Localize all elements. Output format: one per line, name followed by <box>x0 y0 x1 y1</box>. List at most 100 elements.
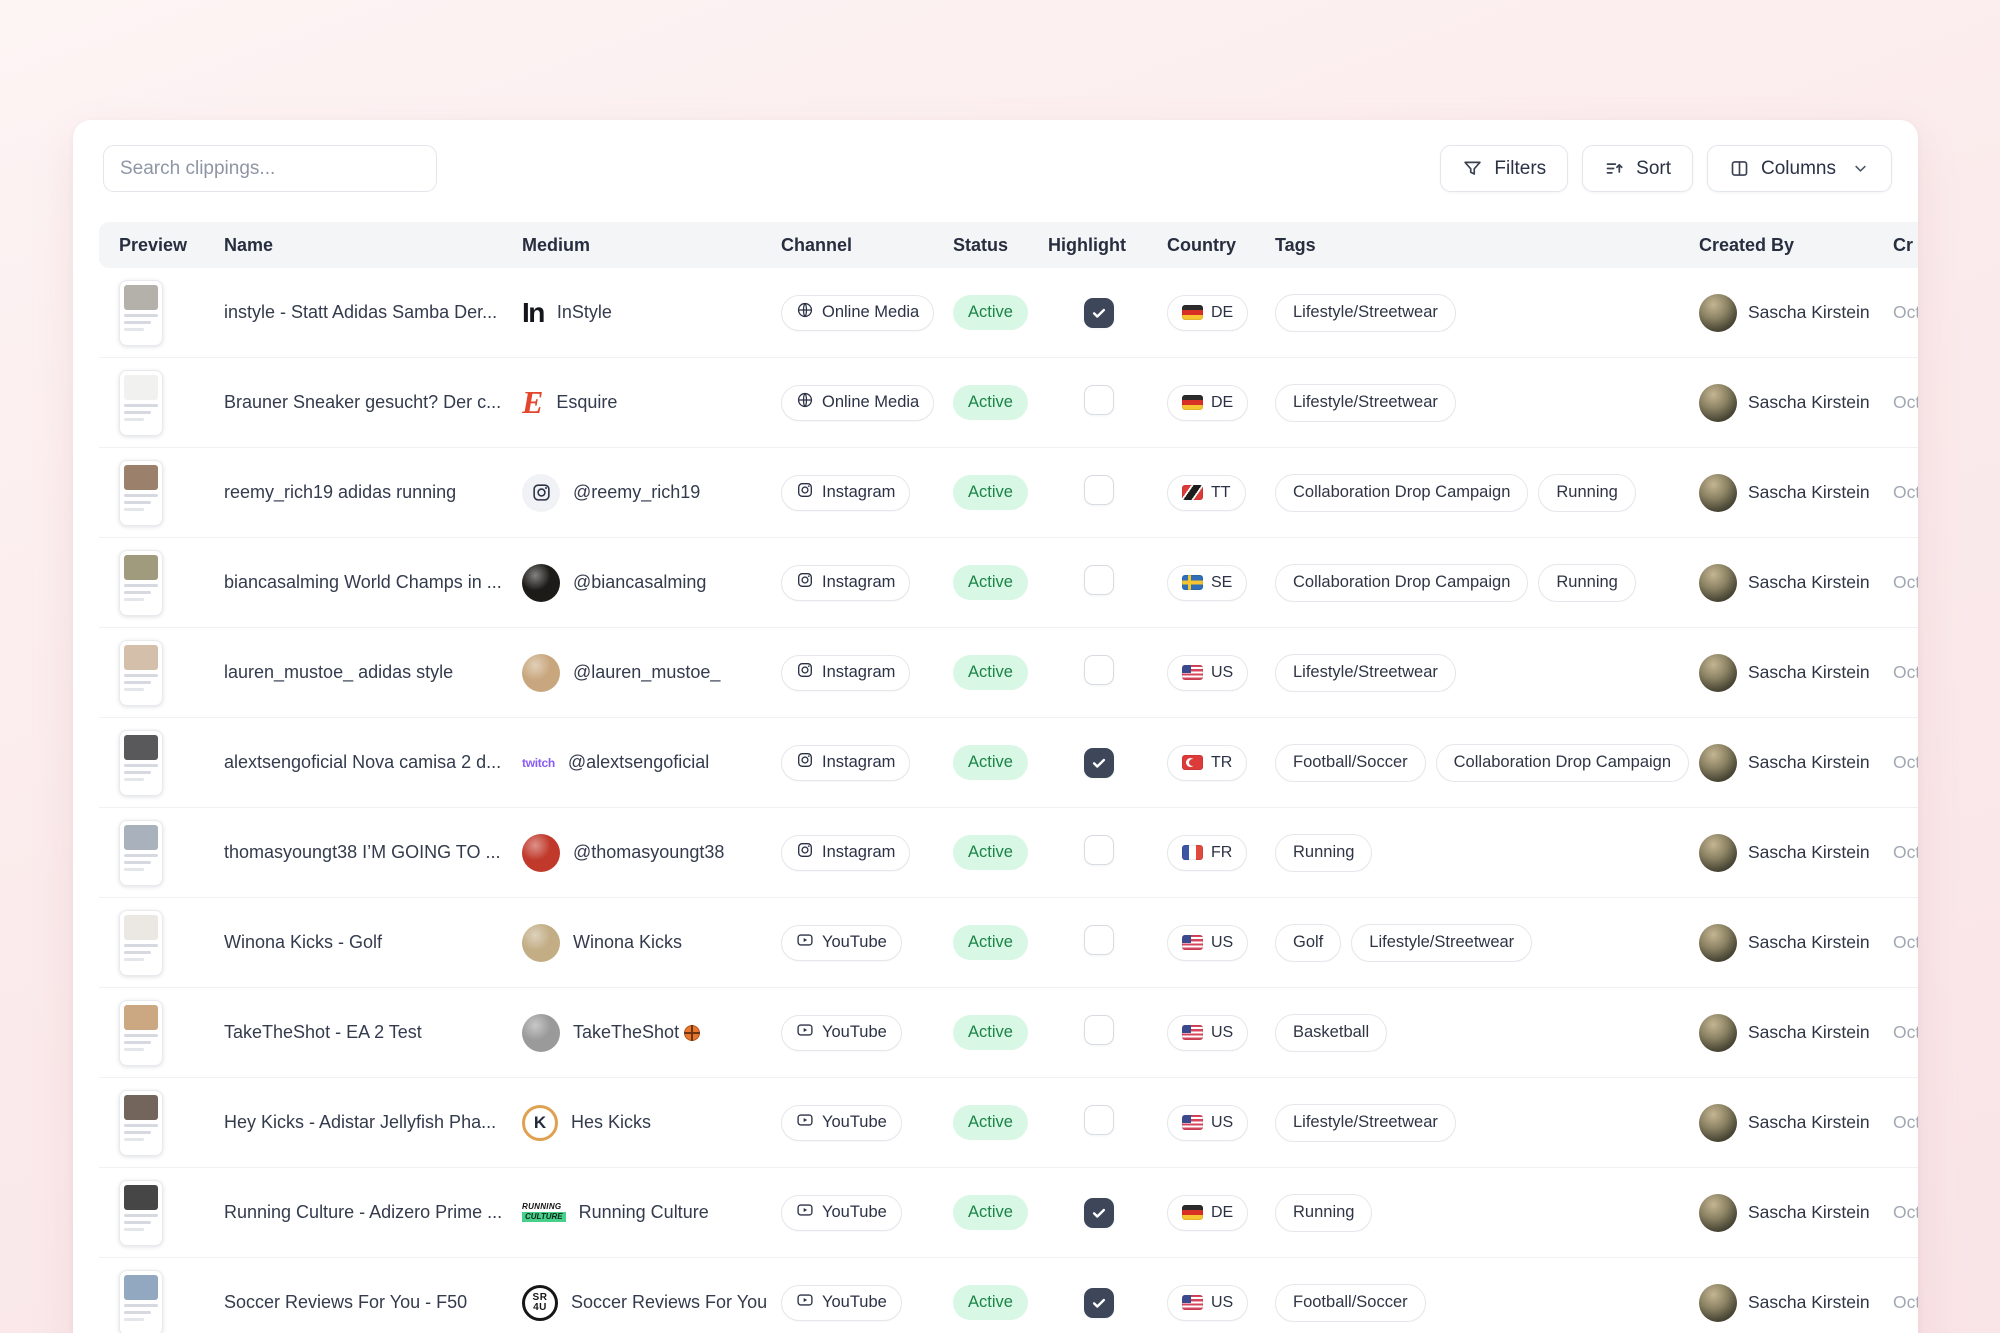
highlight-checkbox[interactable] <box>1084 565 1114 595</box>
table-row[interactable]: thomasyoungt38 I’M GOING TO ... @thomasy… <box>99 808 1918 898</box>
table-row[interactable]: Running Culture - Adizero Prime ... RUNN… <box>99 1168 1918 1258</box>
clipping-name: instyle - Statt Adidas Samba Der... <box>224 302 498 322</box>
country-badge: US <box>1167 1014 1249 1051</box>
tag-pill: Golf <box>1275 923 1342 962</box>
columns-button[interactable]: Columns <box>1707 145 1892 192</box>
highlight-checkbox[interactable] <box>1084 655 1114 685</box>
table-row[interactable]: instyle - Statt Adidas Samba Der... In I… <box>99 268 1918 358</box>
creator-avatar <box>1699 923 1737 962</box>
highlight-checkbox[interactable] <box>1084 1197 1114 1228</box>
preview-thumbnail[interactable] <box>119 819 163 886</box>
preview-image <box>124 1094 158 1121</box>
created-date: Oct <box>1893 482 1918 502</box>
highlight-checkbox[interactable] <box>1084 1105 1114 1135</box>
highlight-checkbox[interactable] <box>1084 1287 1114 1318</box>
highlight-checkbox[interactable] <box>1084 1015 1114 1045</box>
country-badge: SE <box>1167 564 1248 601</box>
sort-button[interactable]: Sort <box>1582 145 1694 192</box>
avatar-icon <box>522 1013 560 1052</box>
table-row[interactable]: alextsengoficial Nova camisa 2 d... twit… <box>99 718 1918 808</box>
tags-cell: Lifestyle/Streetwear <box>1275 653 1699 692</box>
table-row[interactable]: Soccer Reviews For You - F50 SR 4U Soccer… <box>99 1258 1918 1333</box>
tag-pill: Running <box>1275 833 1373 872</box>
status-badge: Active <box>953 565 1028 600</box>
medium-name: Running Culture <box>578 1202 709 1222</box>
column-header-name[interactable]: Name <box>224 234 274 255</box>
medium-name: TakeTheShot <box>573 1022 701 1043</box>
tags-cell: Lifestyle/Streetwear <box>1275 383 1699 422</box>
column-header-highlight[interactable]: Highlight <box>1048 234 1126 255</box>
tags-cell: Lifestyle/Streetwear <box>1275 293 1699 332</box>
preview-thumbnail[interactable] <box>119 369 163 436</box>
tag-pill: Running <box>1538 563 1636 602</box>
table-row[interactable]: Brauner Sneaker gesucht? Der c... E Esqu… <box>99 358 1918 448</box>
table-row[interactable]: Hey Kicks - Adistar Jellyfish Pha... K H… <box>99 1078 1918 1168</box>
table-row[interactable]: Winona Kicks - Golf Winona Kicks YouTube… <box>99 898 1918 988</box>
channel-badge: Instagram <box>781 654 911 691</box>
creator-name: Sascha Kirstein <box>1748 842 1870 862</box>
clipping-name: biancasalming World Champs in ... <box>224 572 502 592</box>
table-row[interactable]: TakeTheShot - EA 2 Test TakeTheShot YouT… <box>99 988 1918 1078</box>
country-badge: US <box>1167 1104 1249 1141</box>
clipping-name: Brauner Sneaker gesucht? Der c... <box>224 392 502 412</box>
column-header-preview[interactable]: Preview <box>119 234 188 255</box>
channel-badge: Instagram <box>781 744 911 781</box>
medium-name: Winona Kicks <box>573 932 683 952</box>
preview-thumbnail[interactable] <box>119 1179 163 1246</box>
preview-thumbnail[interactable] <box>119 909 163 976</box>
status-badge: Active <box>953 295 1028 330</box>
preview-thumbnail[interactable] <box>119 999 163 1066</box>
column-header-created-by[interactable]: Created By <box>1699 234 1795 255</box>
preview-thumbnail[interactable] <box>119 1089 163 1156</box>
preview-image <box>124 374 158 401</box>
column-header-status[interactable]: Status <box>953 234 1009 255</box>
table-row[interactable]: reemy_rich19 adidas running @reemy_rich1… <box>99 448 1918 538</box>
creator-avatar <box>1699 473 1737 512</box>
country-flag-icon <box>1182 305 1203 320</box>
highlight-checkbox[interactable] <box>1084 385 1114 415</box>
toolbar-actions: Filters Sort Columns <box>1440 145 1892 192</box>
creator-avatar <box>1699 1193 1737 1232</box>
column-header-country[interactable]: Country <box>1167 234 1236 255</box>
tags-cell: Running <box>1275 1193 1699 1232</box>
medium-name: InStyle <box>556 302 612 322</box>
check-icon <box>1092 1208 1106 1218</box>
globe-icon <box>796 391 814 414</box>
highlight-checkbox[interactable] <box>1084 747 1114 778</box>
highlight-checkbox[interactable] <box>1084 835 1114 865</box>
preview-thumbnail[interactable] <box>119 639 163 706</box>
preview-image <box>124 1184 158 1211</box>
clipping-name: lauren_mustoe_ adidas style <box>224 662 454 682</box>
preview-thumbnail[interactable] <box>119 459 163 526</box>
highlight-checkbox[interactable] <box>1084 925 1114 955</box>
preview-thumbnail[interactable] <box>119 1269 163 1333</box>
created-date: Oct <box>1893 302 1918 322</box>
preview-thumbnail[interactable] <box>119 549 163 616</box>
clipping-name: Running Culture - Adizero Prime ... <box>224 1202 503 1222</box>
medium-name: @reemy_rich19 <box>573 482 701 502</box>
highlight-checkbox[interactable] <box>1084 297 1114 328</box>
creator-avatar <box>1699 1103 1737 1142</box>
table-header-row: Preview Name Medium Channel Status Highlight C… <box>99 222 1918 268</box>
avatar-icon <box>522 923 560 962</box>
column-header-channel[interactable]: Channel <box>781 234 853 255</box>
creator-avatar <box>1699 653 1737 692</box>
preview-thumbnail[interactable] <box>119 729 163 796</box>
country-flag-icon <box>1182 395 1203 410</box>
table-row[interactable]: lauren_mustoe_ adidas style @lauren_must… <box>99 628 1918 718</box>
creator-name: Sascha Kirstein <box>1748 752 1870 772</box>
sort-icon <box>1606 163 1623 174</box>
created-date: Oct <box>1893 752 1918 772</box>
table-row[interactable]: biancasalming World Champs in ... @bianc… <box>99 538 1918 628</box>
search-input[interactable] <box>103 145 437 192</box>
highlight-checkbox[interactable] <box>1084 475 1114 505</box>
column-header-cr[interactable]: Cr <box>1893 234 1914 255</box>
filters-button[interactable]: Filters <box>1440 145 1569 192</box>
preview-thumbnail[interactable] <box>119 279 163 346</box>
column-header-tags[interactable]: Tags <box>1275 234 1316 255</box>
clippings-panel: Filters Sort Columns Preview Name Medium Ch… <box>73 120 1918 1333</box>
column-header-medium[interactable]: Medium <box>522 234 591 255</box>
created-date: Oct <box>1893 842 1918 862</box>
status-badge: Active <box>953 475 1028 510</box>
youtube-icon <box>796 1021 814 1044</box>
